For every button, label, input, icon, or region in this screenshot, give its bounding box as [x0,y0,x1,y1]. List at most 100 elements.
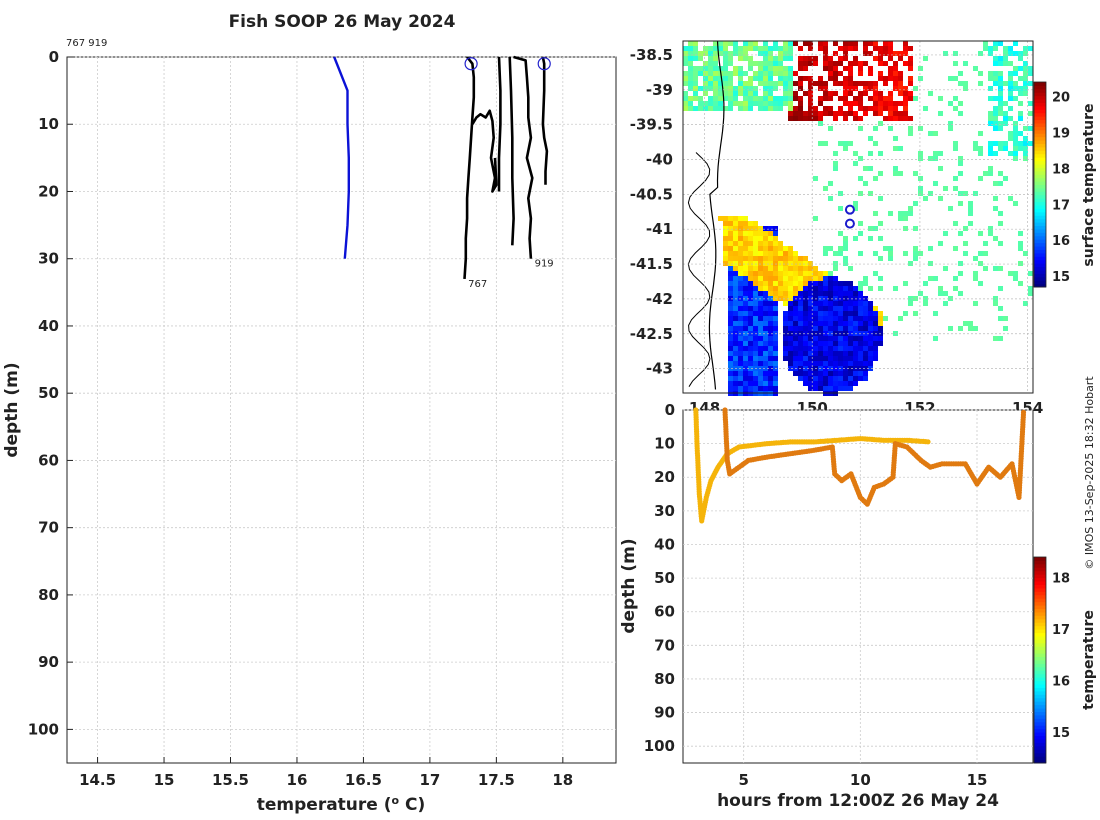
map-cell [913,201,918,206]
map-cell [863,306,868,311]
map-cell [838,301,843,306]
map-cell [1018,56,1023,61]
map-cell [878,316,883,321]
map-cell [773,341,778,346]
map-cell [773,46,778,51]
map-cell [753,236,758,241]
map-cell [703,76,708,81]
map-cell [733,306,738,311]
map-cell [828,296,833,301]
map-cell [698,66,703,71]
map-cell [793,296,798,301]
map-cell [783,246,788,251]
map-cell [828,61,833,66]
map-cell [753,321,758,326]
map-cell [753,221,758,226]
map-cell [1028,46,1033,51]
map-cell [833,291,838,296]
credit-text: © IMOS 13-Sep-2025 18:32 Hobart [1083,376,1096,570]
map-cell [763,66,768,71]
map-cell [1008,81,1013,86]
map-cell [773,346,778,351]
map-cell [848,296,853,301]
map-cell [788,336,793,341]
island-coast [687,152,711,387]
map-cell [873,251,878,256]
map-cell [818,311,823,316]
map-cell [698,51,703,56]
map-cell [803,41,808,46]
map-cell [823,376,828,381]
map-cell [888,106,893,111]
profile-xtick-label: 15.5 [212,771,249,789]
map-cell [688,51,693,56]
map-cell [783,316,788,321]
map-cell [758,381,763,386]
map-cell [848,111,853,116]
map-cell [803,276,808,281]
map-cell [848,101,853,106]
map-cell [843,56,848,61]
map-cell [993,266,998,271]
map-cell [978,146,983,151]
map-cell [718,46,723,51]
map-marker [844,218,855,229]
map-cell [728,216,733,221]
map-cell [928,261,933,266]
map-cell [993,196,998,201]
timeseries-ylabel: depth (m) [619,538,639,633]
map-cell [873,271,878,276]
map-cell [718,216,723,221]
map-cell [748,81,753,86]
map-cell [858,371,863,376]
map-cell [868,286,873,291]
map-cell [803,296,808,301]
map-colorbar-step [1034,211,1046,216]
map-colorbar-step [1034,246,1046,250]
map-cell [718,41,723,46]
map-cell [693,106,698,111]
timeseries-xtick-label: 5 [738,771,748,789]
map-cell [863,336,868,341]
map-cell [838,106,843,111]
map-cell [783,291,788,296]
map-cell [878,61,883,66]
map-cell [888,71,893,76]
map-cell [733,326,738,331]
map-cell [833,266,838,271]
map-cell [738,381,743,386]
map-cell [723,236,728,241]
map-cell [828,381,833,386]
map-cell [783,56,788,61]
map-cell [743,221,748,226]
map-cell [1018,91,1023,96]
map-cell [998,286,1003,291]
map-cell [833,151,838,156]
map-cell [858,311,863,316]
timeseries-colorbar-step [1034,587,1046,592]
map-cell [818,321,823,326]
timeseries-colorbar-step [1034,622,1046,627]
map-cell [868,306,873,311]
map-cell [713,81,718,86]
map-cell [743,351,748,356]
map-cell [838,286,843,291]
map-cell [873,306,878,311]
map-cell [823,316,828,321]
map-cell [818,376,823,381]
map-cell [748,106,753,111]
map-cell [828,331,833,336]
map-cell [973,66,978,71]
map-cell [743,226,748,231]
map-colorbar-step [1034,222,1046,226]
map-ytick-label: -40 [646,150,673,168]
map-cell [798,106,803,111]
map-cell [898,51,903,56]
profile-ytick-label: 80 [38,586,59,604]
map-cell [918,66,923,71]
map-cell [738,311,743,316]
map-cell [808,76,813,81]
map-cell [753,326,758,331]
